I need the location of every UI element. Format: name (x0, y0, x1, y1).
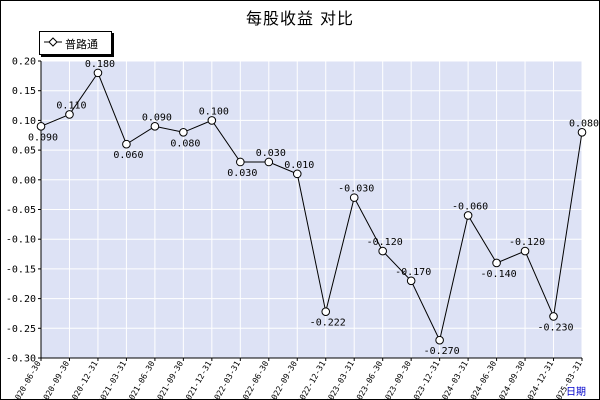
x-tick-label: 2020-09-30 (39, 359, 71, 399)
x-tick-label: 2023-09-30 (381, 359, 413, 399)
x-tick-label: 2022-03-31 (210, 359, 242, 399)
data-label: -0.222 (310, 318, 346, 329)
data-label: 0.110 (56, 100, 86, 111)
x-tick-label: 2021-12-31 (182, 359, 214, 399)
chart-title: 每股收益 对比 (245, 9, 355, 28)
x-tick-label: 2023-12-31 (409, 359, 441, 399)
x-axis-title: 日期 (566, 386, 586, 398)
y-tick-label: 0.05 (12, 146, 36, 157)
data-point (122, 139, 131, 149)
x-tick-label: 2022-12-31 (296, 359, 328, 399)
legend-series-label: 普路通 (65, 38, 98, 51)
data-point (349, 193, 359, 202)
x-tick-label: 2022-09-30 (267, 359, 299, 399)
data-label: -0.030 (338, 184, 374, 195)
y-tick-label: 0.10 (12, 116, 36, 127)
data-label: 0.030 (227, 168, 257, 179)
data-label: -0.060 (452, 201, 488, 212)
x-tick-label: 2023-03-31 (324, 359, 356, 399)
data-point (463, 211, 473, 220)
y-tick-label: -0.05 (6, 205, 36, 216)
data-label: 0.010 (284, 160, 314, 171)
data-point (492, 258, 501, 268)
x-tick-label: 2021-03-31 (96, 359, 128, 399)
data-point (236, 157, 245, 167)
x-tick-label: 2021-06-30 (125, 359, 157, 399)
data-point (577, 127, 587, 137)
data-label: 0.100 (199, 106, 229, 117)
data-point (65, 110, 74, 119)
x-tick-label: 2024-12-31 (523, 359, 555, 399)
x-tick-label: 2020-06-30 (11, 359, 43, 399)
data-point (93, 68, 103, 78)
x-tick-label: 2021-09-30 (153, 359, 185, 399)
legend-marker-icon (44, 37, 62, 47)
series-line (40, 71, 583, 342)
x-tick-label: 2022-06-30 (239, 359, 271, 399)
data-point (264, 157, 274, 167)
data-label: -0.230 (537, 322, 573, 333)
data-point (406, 276, 416, 286)
y-tick-label: -0.10 (6, 235, 36, 246)
data-point (378, 246, 387, 256)
data-label: -0.170 (395, 267, 431, 278)
data-label: 0.080 (170, 138, 200, 149)
data-point (321, 307, 331, 316)
data-label: 0.030 (256, 148, 286, 159)
y-tick-label: -0.30 (6, 354, 36, 365)
data-label: -0.270 (424, 346, 460, 357)
data-label: -0.140 (481, 269, 517, 280)
data-label: 0.090 (28, 132, 58, 143)
y-tick-label: -0.15 (6, 264, 36, 275)
y-tick-label: 0.00 (12, 175, 36, 186)
x-tick-label: 2024-06-30 (466, 359, 498, 399)
data-label: 0.180 (85, 59, 115, 70)
data-label: 0.090 (142, 112, 172, 123)
y-tick-label: 0.15 (12, 86, 36, 97)
legend: 普路通 (39, 31, 112, 55)
x-tick-label: 2020-12-31 (68, 359, 100, 399)
x-tick-label: 2023-06-30 (353, 359, 385, 399)
y-tick-label: 0.20 (12, 57, 36, 68)
y-tick-label: -0.20 (6, 294, 36, 305)
data-point (292, 169, 302, 179)
data-label: -0.120 (367, 237, 403, 248)
data-label: -0.120 (509, 237, 545, 248)
data-point (549, 312, 558, 321)
data-point (150, 122, 160, 131)
data-label: 0.080 (569, 118, 599, 129)
data-label: 0.060 (113, 150, 143, 161)
data-point (207, 116, 217, 125)
y-tick-label: -0.25 (6, 324, 36, 335)
data-point (520, 246, 530, 256)
data-point (36, 122, 46, 131)
data-point (435, 335, 444, 345)
x-tick-label: 2024-03-31 (438, 359, 470, 399)
x-tick-label: 2024-09-30 (495, 359, 527, 399)
data-point (179, 127, 188, 137)
